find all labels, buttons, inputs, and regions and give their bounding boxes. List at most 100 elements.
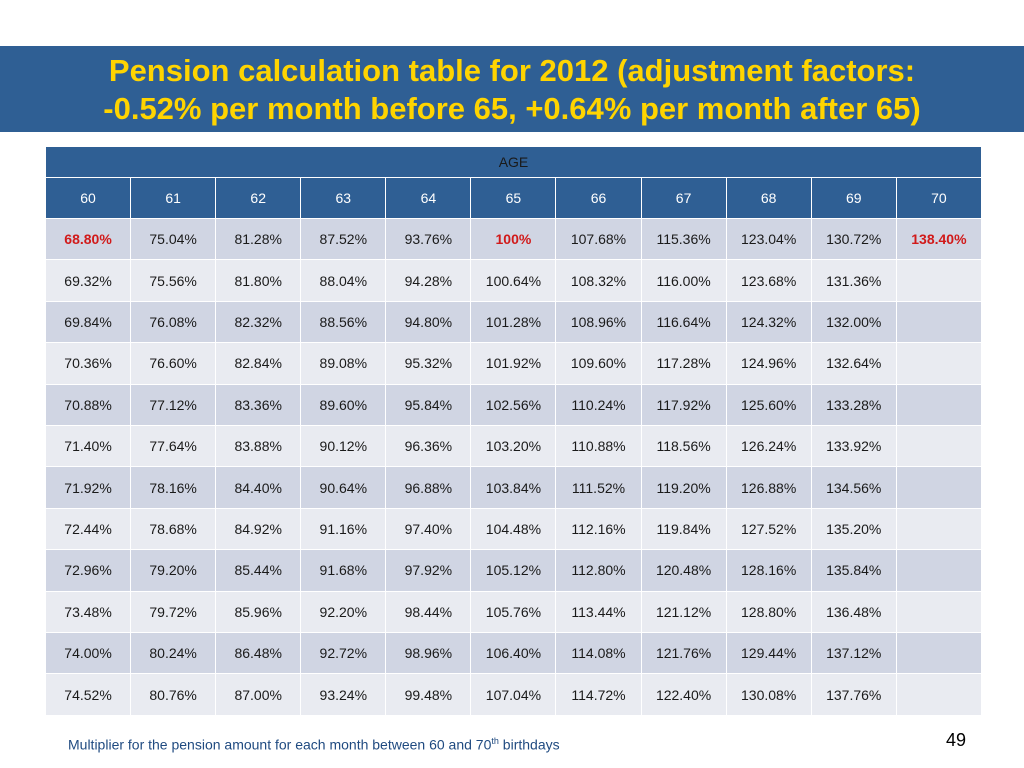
table-cell: 78.16% <box>130 466 217 509</box>
table-cell: 71.92% <box>44 466 132 509</box>
table-cell: 116.64% <box>640 300 727 344</box>
table-cell: 112.80% <box>555 549 642 592</box>
table-cell: 113.44% <box>555 590 642 634</box>
table-cell: 79.20% <box>130 549 217 592</box>
table-cell: 78.68% <box>130 507 217 551</box>
table-cell: 94.80% <box>385 300 472 344</box>
table-cell: 95.84% <box>385 383 472 427</box>
footnote-text: Multiplier for the pension amount for ea… <box>68 736 492 753</box>
table-cell: 96.36% <box>385 425 472 468</box>
table-cell <box>895 259 983 302</box>
table-cell: 92.72% <box>300 632 387 675</box>
table-cell <box>895 466 983 509</box>
table-cell: 126.88% <box>725 466 812 509</box>
table-cell: 126.24% <box>725 425 812 468</box>
table-cell: 96.88% <box>385 466 472 509</box>
table-cell: 70.88% <box>44 383 132 427</box>
table-cell: 123.04% <box>725 217 812 261</box>
table-row: 74.00% 80.24% 86.48% 92.72% 98.96% 106.40% 114… <box>44 632 983 675</box>
table-cell: 99.48% <box>385 673 472 716</box>
table-cell: 71.40% <box>44 425 132 468</box>
table-cell: 108.32% <box>555 259 642 302</box>
table-cell: 101.28% <box>470 300 557 344</box>
table-cell: 133.92% <box>810 425 897 468</box>
table-cell: 89.08% <box>300 342 387 385</box>
table-cell: 137.12% <box>810 632 897 675</box>
age-cell: 62 <box>215 177 302 219</box>
table-cell: 94.28% <box>385 259 472 302</box>
table-row: 71.40% 77.64% 83.88% 90.12% 96.36% 103.20% 110… <box>44 425 983 468</box>
table-cell: 87.00% <box>215 673 302 716</box>
table-cell: 108.96% <box>555 300 642 344</box>
table-cell: 114.72% <box>555 673 642 716</box>
table-cell: 77.64% <box>130 425 217 468</box>
table-cell: 138.40% <box>895 217 983 261</box>
age-row: 60 61 62 63 64 65 66 67 68 69 70 <box>44 177 983 219</box>
table-cell: 93.24% <box>300 673 387 716</box>
table-cell: 85.44% <box>215 549 302 592</box>
table-cell: 124.96% <box>725 342 812 385</box>
table-cell: 92.20% <box>300 590 387 634</box>
table-row: 72.96% 79.20% 85.44% 91.68% 97.92% 105.12% 112… <box>44 549 983 592</box>
table-cell: 72.96% <box>44 549 132 592</box>
table-cell: 90.64% <box>300 466 387 509</box>
table-row: 69.84% 76.08% 82.32% 88.56% 94.80% 101.28% 108… <box>44 300 983 344</box>
footnote: Multiplier for the pension amount for ea… <box>68 736 560 753</box>
table-cell: 112.16% <box>555 507 642 551</box>
age-cell: 68 <box>725 177 812 219</box>
table-cell: 127.52% <box>725 507 812 551</box>
table-cell <box>895 383 983 427</box>
table-cell: 137.76% <box>810 673 897 716</box>
table-cell: 105.76% <box>470 590 557 634</box>
table-cell: 74.00% <box>44 632 132 675</box>
table-cell: 83.36% <box>215 383 302 427</box>
table-row: 74.52% 80.76% 87.00% 93.24% 99.48% 107.04% 114… <box>44 673 983 716</box>
table-cell: 103.84% <box>470 466 557 509</box>
table-row: 72.44% 78.68% 84.92% 91.16% 97.40% 104.48% 112… <box>44 507 983 551</box>
table-cell: 135.84% <box>810 549 897 592</box>
table-cell: 98.44% <box>385 590 472 634</box>
table-cell: 132.64% <box>810 342 897 385</box>
table-cell <box>895 632 983 675</box>
table-cell: 98.96% <box>385 632 472 675</box>
table-cell: 111.52% <box>555 466 642 509</box>
table-cell: 107.04% <box>470 673 557 716</box>
table-cell: 87.52% <box>300 217 387 261</box>
page-number: 49 <box>945 730 966 750</box>
table-cell <box>895 300 983 344</box>
table-cell: 93.76% <box>385 217 472 261</box>
table-cell: 75.56% <box>130 259 217 302</box>
table-cell: 104.48% <box>470 507 557 551</box>
table-cell: 75.04% <box>130 217 217 261</box>
table-cell: 110.24% <box>555 383 642 427</box>
table-cell: 70.36% <box>44 342 132 385</box>
table-cell: 80.76% <box>130 673 217 716</box>
table-cell: 103.20% <box>470 425 557 468</box>
table-cell: 82.32% <box>215 300 302 344</box>
table-cell: 69.84% <box>44 300 132 344</box>
age-cell: 61 <box>130 177 217 219</box>
table-cell: 114.08% <box>555 632 642 675</box>
table-cell: 117.92% <box>640 383 727 427</box>
table-cell <box>895 507 983 551</box>
table-cell: 101.92% <box>470 342 557 385</box>
table-row: 71.92% 78.16% 84.40% 90.64% 96.88% 103.84% 111… <box>44 466 983 509</box>
table-row: 68.80% 75.04% 81.28% 87.52% 93.76% 100% 107.68… <box>44 217 983 261</box>
table-cell: 91.16% <box>300 507 387 551</box>
table-cell: 130.72% <box>810 217 897 261</box>
table-cell: 84.40% <box>215 466 302 509</box>
age-cell: 70 <box>895 177 983 219</box>
age-cell: 69 <box>810 177 897 219</box>
table-cell: 110.88% <box>555 425 642 468</box>
slide-title-line-2: -0.52% per month before 65, +0.64% per m… <box>103 91 921 126</box>
table-cell: 100.64% <box>470 259 557 302</box>
pension-table: AGE 60 61 62 63 64 65 66 67 68 69 70 68.80% 75.04% 8… <box>44 146 983 716</box>
table-cell: 79.72% <box>130 590 217 634</box>
table-cell: 80.24% <box>130 632 217 675</box>
table-cell: 136.48% <box>810 590 897 634</box>
age-cell: 66 <box>555 177 642 219</box>
table-cell: 129.44% <box>725 632 812 675</box>
table-cell: 119.84% <box>640 507 727 551</box>
table-cell: 72.44% <box>44 507 132 551</box>
table-cell: 121.12% <box>640 590 727 634</box>
